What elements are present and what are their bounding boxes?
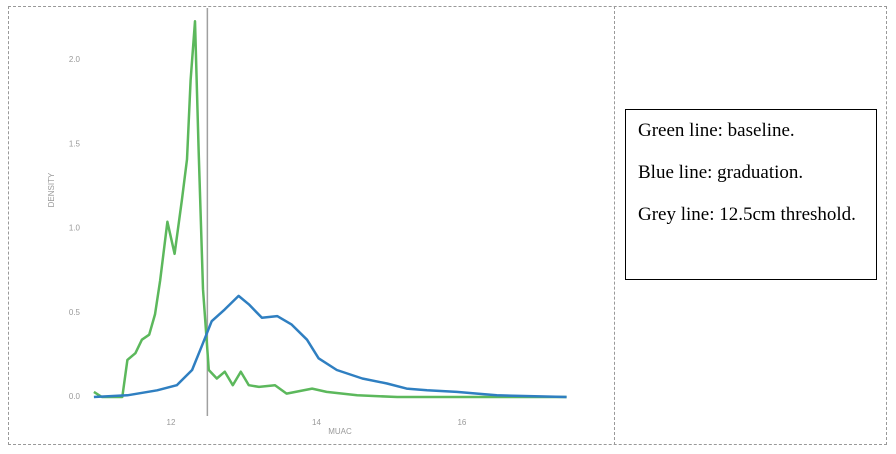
x-tick-label: 14 bbox=[312, 418, 321, 427]
y-tick-label: 0.0 bbox=[69, 392, 81, 401]
series-line bbox=[93, 294, 567, 399]
y-tick-label: 2.0 bbox=[69, 55, 81, 64]
x-tick-label: 16 bbox=[457, 418, 466, 427]
separator bbox=[614, 6, 615, 445]
y-tick-label: 1.0 bbox=[69, 224, 81, 233]
y-tick-label: 0.5 bbox=[69, 308, 81, 317]
note: Green line: baseline. bbox=[638, 120, 795, 141]
note: Grey line: 12.5cm threshold. bbox=[638, 204, 856, 225]
legend-box: Green line: baseline. Blue line: graduat… bbox=[625, 109, 877, 280]
frame bbox=[8, 6, 887, 445]
x-axis-label: MUAC bbox=[328, 427, 352, 436]
y-tick-label: 1.5 bbox=[69, 139, 81, 148]
series-line bbox=[93, 20, 567, 399]
note: Blue line: graduation. bbox=[638, 162, 804, 183]
x-tick-label: 12 bbox=[167, 418, 176, 427]
chart: MUAC DENSITY 0.0 0.5 1.0 1.5 2.0 12 14 16 bbox=[47, 8, 567, 436]
y-axis-label: DENSITY bbox=[47, 172, 56, 207]
